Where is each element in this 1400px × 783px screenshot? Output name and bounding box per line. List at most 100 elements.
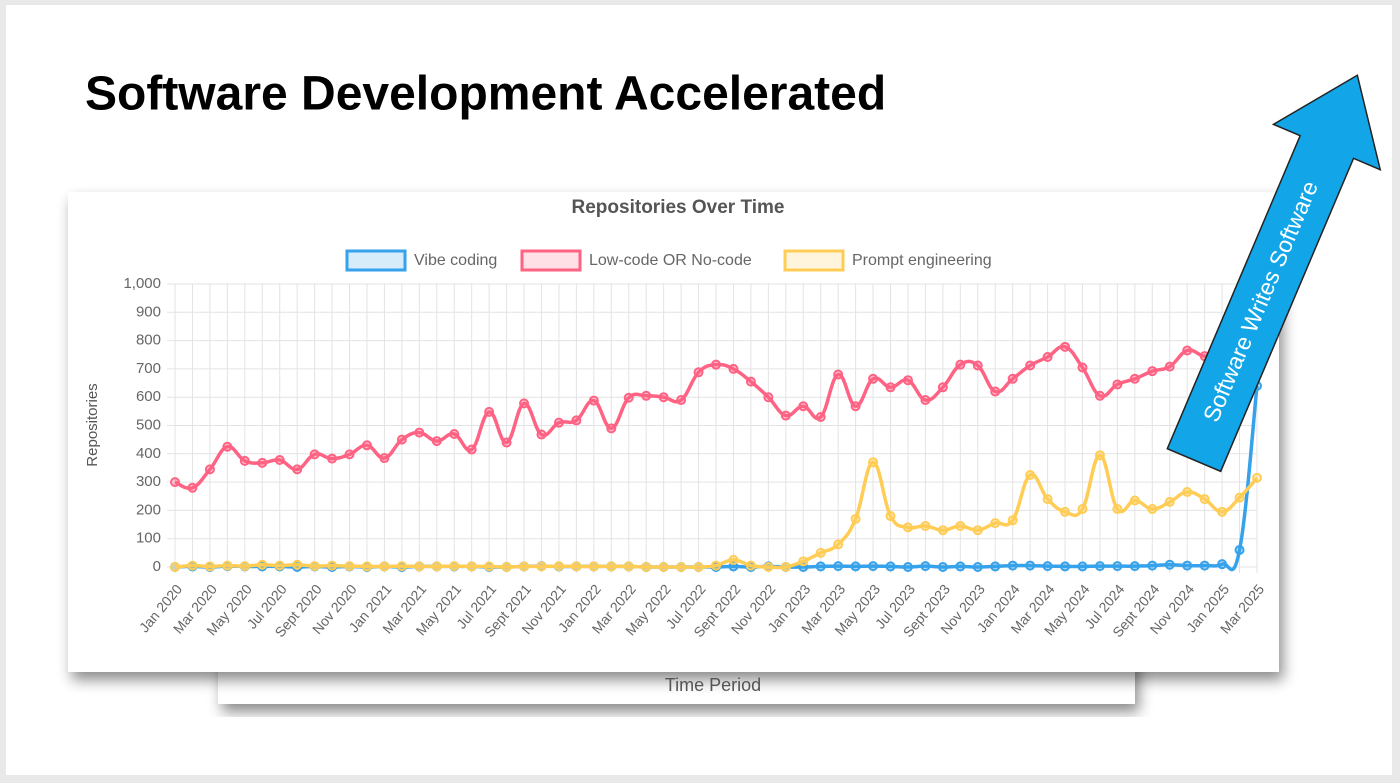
point: [920, 561, 931, 572]
point: [257, 559, 268, 570]
point: [327, 453, 338, 464]
point: [1199, 494, 1210, 505]
point: [955, 520, 966, 531]
point: [1025, 360, 1036, 371]
point: [361, 440, 372, 451]
point: [728, 554, 739, 565]
point: [1182, 487, 1193, 498]
point: [431, 436, 442, 447]
point: [1112, 561, 1123, 572]
chart-title: Repositories Over Time: [572, 197, 785, 218]
point: [571, 415, 582, 426]
point: [1042, 494, 1053, 505]
y-tick-label: 100: [136, 530, 161, 547]
y-tick-label: 200: [136, 501, 161, 518]
point: [187, 560, 198, 571]
point: [955, 359, 966, 370]
y-tick-label: 300: [136, 473, 161, 490]
point: [1077, 362, 1088, 373]
point: [693, 367, 704, 378]
point: [990, 561, 1001, 572]
point: [955, 561, 966, 572]
point: [187, 482, 198, 493]
legend-swatch: [345, 249, 407, 272]
point: [763, 392, 774, 403]
point: [1164, 361, 1175, 372]
point: [588, 395, 599, 406]
point: [1217, 559, 1228, 570]
point: [239, 561, 250, 572]
point: [885, 511, 896, 522]
y-tick-label: 900: [136, 303, 161, 320]
point: [1077, 561, 1088, 572]
point: [414, 427, 425, 438]
point: [1199, 560, 1210, 571]
point: [449, 428, 460, 439]
point: [1234, 492, 1245, 503]
point: [1094, 390, 1105, 401]
point: [274, 455, 285, 466]
point: [204, 464, 215, 475]
point: [449, 561, 460, 572]
point: [920, 520, 931, 531]
point: [780, 562, 791, 572]
y-tick-label: 400: [136, 445, 161, 462]
y-tick-label: 0: [153, 558, 161, 575]
point: [222, 560, 233, 571]
point: [1217, 506, 1228, 517]
point: [728, 363, 739, 374]
point: [1060, 506, 1071, 517]
point: [990, 518, 1001, 529]
point: [885, 561, 896, 572]
y-tick-label: 1,000: [123, 275, 161, 292]
point: [815, 547, 826, 558]
legend-label: Vibe coding: [414, 252, 497, 269]
legend-label: Low-code OR No-code: [589, 252, 752, 269]
point: [1129, 495, 1140, 506]
point: [990, 386, 1001, 397]
point: [1147, 366, 1158, 377]
point: [484, 561, 495, 572]
point: [1042, 561, 1053, 572]
point: [170, 562, 180, 572]
point: [1060, 561, 1071, 572]
point: [745, 560, 756, 571]
point: [309, 449, 320, 460]
point: [833, 561, 844, 572]
point: [833, 369, 844, 380]
point: [623, 392, 634, 403]
point: [676, 395, 687, 406]
arrow-shape: [1166, 74, 1382, 473]
point: [344, 449, 355, 460]
point: [1007, 560, 1018, 571]
point: [1094, 450, 1105, 461]
point: [484, 406, 495, 417]
point: [1112, 503, 1123, 514]
y-tick-label: 600: [136, 388, 161, 405]
point: [763, 562, 774, 572]
point: [902, 562, 913, 572]
series-line: [174, 453, 1259, 570]
point: [1252, 472, 1262, 483]
point: [379, 453, 390, 464]
point: [1164, 496, 1175, 507]
point: [676, 562, 687, 572]
point: [1077, 503, 1088, 514]
point: [902, 522, 913, 533]
point: [1129, 373, 1140, 384]
point: [937, 382, 948, 393]
legend-swatch: [520, 249, 582, 272]
point: [344, 561, 355, 572]
legend: Vibe coding Low-code OR No-code Prompt eng…: [345, 249, 992, 272]
point: [1042, 352, 1053, 363]
point: [711, 560, 721, 571]
point: [466, 444, 477, 455]
point: [536, 561, 547, 572]
point: [170, 477, 180, 488]
point: [536, 429, 547, 440]
y-tick-label: 700: [136, 360, 161, 377]
point: [1094, 561, 1105, 572]
point: [379, 561, 390, 572]
point: [1025, 560, 1036, 571]
